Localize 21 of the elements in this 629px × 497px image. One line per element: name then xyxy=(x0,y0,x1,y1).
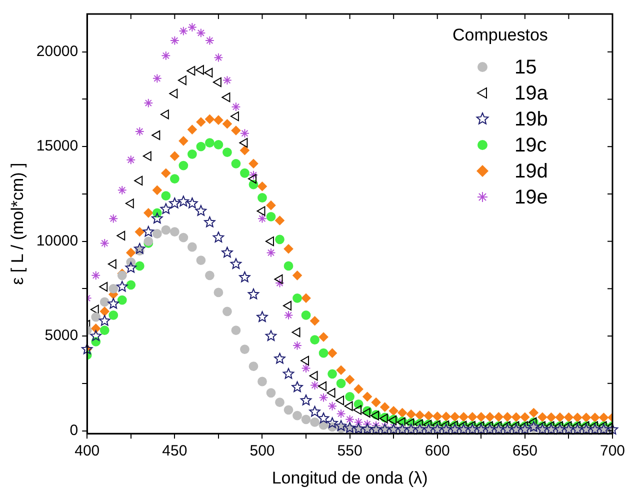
y-tick-label: 0 xyxy=(70,422,78,439)
y-tick-label: 10000 xyxy=(36,232,78,250)
x-tick-label: 550 xyxy=(337,442,362,460)
x-tick-label: 400 xyxy=(74,442,100,460)
legend-label: 19c xyxy=(514,134,547,157)
y-tick-label: 5000 xyxy=(44,327,78,344)
x-tick-label: 450 xyxy=(162,442,188,460)
legend-label: 19e xyxy=(514,186,548,209)
x-tick-label: 650 xyxy=(512,442,538,460)
legend-title: Compuestos xyxy=(452,26,548,45)
legend-label: 19a xyxy=(514,82,549,105)
x-axis-title: Longitud de onda (λ) xyxy=(272,468,428,488)
legend-label: 19b xyxy=(514,108,548,131)
x-tick-label: 500 xyxy=(250,442,275,460)
y-tick-label: 20000 xyxy=(36,43,78,60)
legend-label: 19d xyxy=(514,160,548,183)
y-tick-label: 15000 xyxy=(36,138,78,155)
x-tick-label: 700 xyxy=(600,442,625,460)
x-tick-label: 600 xyxy=(424,442,450,460)
legend-label: 15 xyxy=(514,56,537,79)
y-axis-title: ε [ L / (mol*cm) ] xyxy=(8,162,27,285)
